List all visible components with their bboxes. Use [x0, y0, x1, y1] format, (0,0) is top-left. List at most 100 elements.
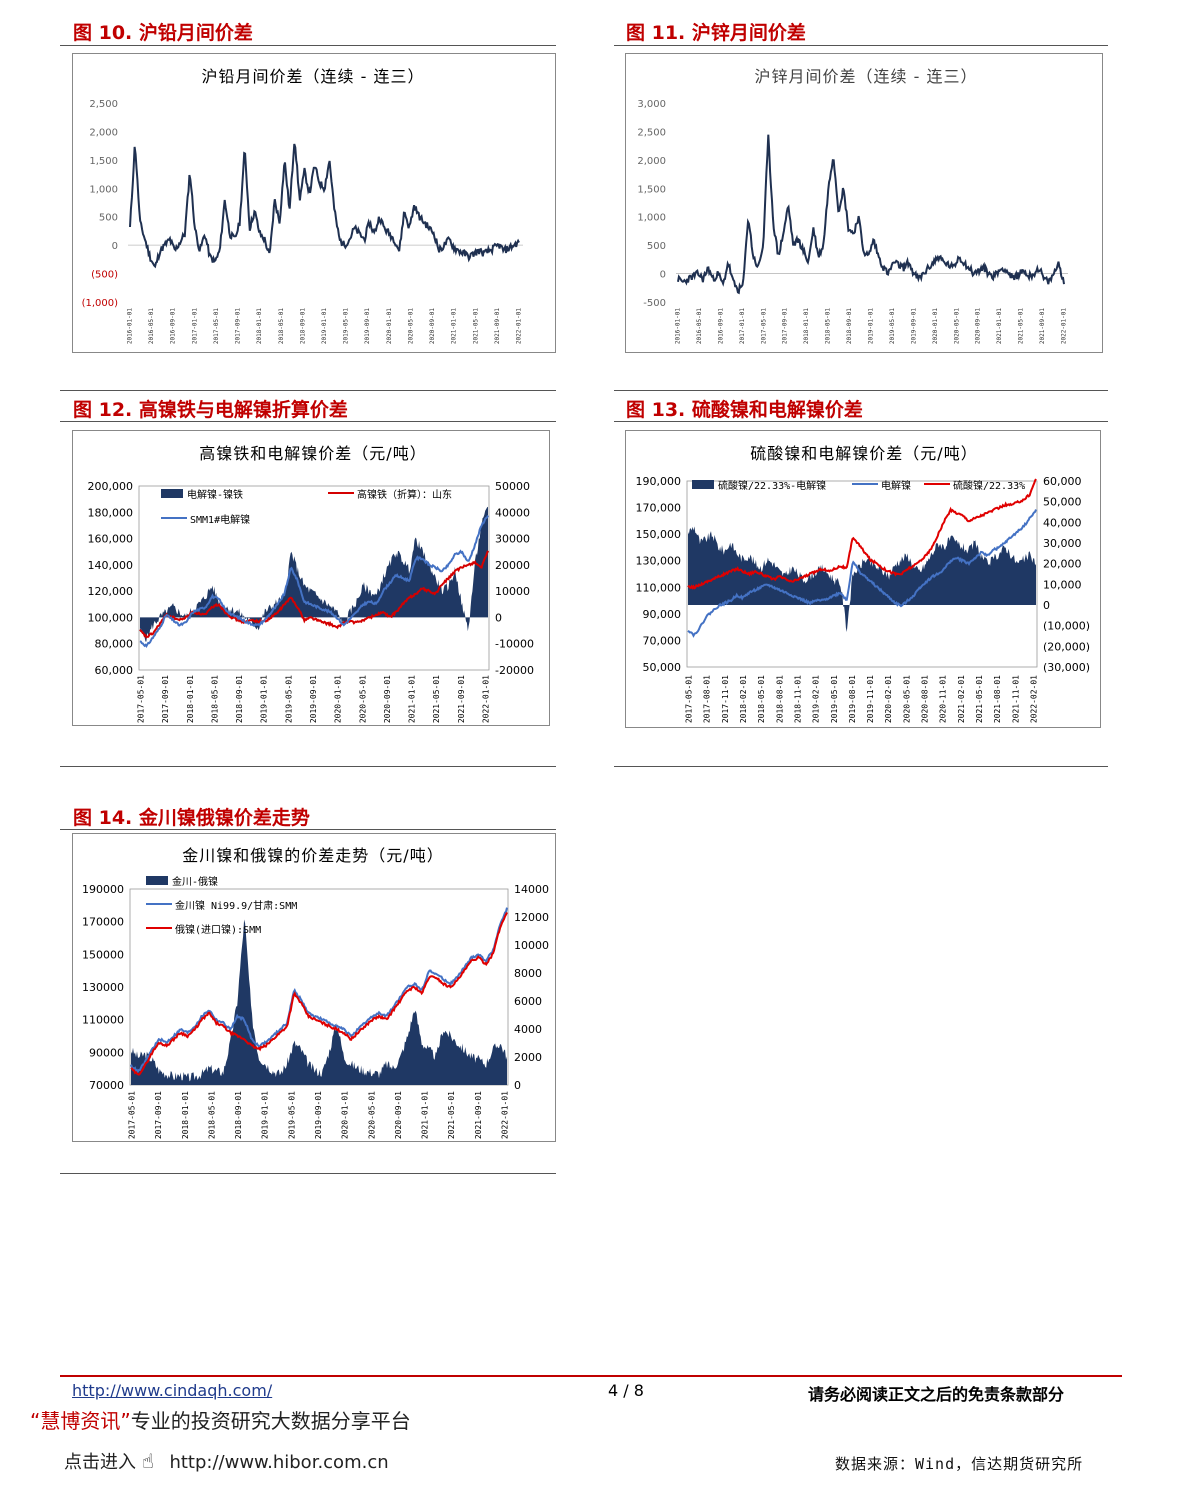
- svg-fig13-yleft-tick-0: 190,000: [636, 475, 682, 488]
- svg-fig10-xtick-17: 2021-09-01: [494, 308, 501, 345]
- hibor-slogan-text: 专业的投资研究大数据分享平台: [130, 1409, 411, 1433]
- svg-fig13-xtick-15: 2021-02-01: [957, 675, 966, 723]
- svg-fig12-xtick-4: 2018-09-01: [235, 675, 244, 723]
- svg-fig11-ytick-7: -500: [643, 298, 666, 309]
- figure-12-rule: [60, 421, 556, 422]
- svg-fig10-xtick-14: 2020-09-01: [429, 308, 436, 345]
- svg-fig11-xtick-13: 2020-05-01: [953, 308, 960, 345]
- svg-fig13-plot-frame: [686, 480, 1038, 668]
- svg-fig14-yleft-tick-1: 170000: [82, 916, 124, 929]
- svg-fig10-xtick-6: 2018-01-01: [256, 308, 263, 345]
- svg-fig10-xtick-7: 2018-05-01: [278, 308, 285, 345]
- svg-fig13-xtick-14: 2020-11-01: [939, 675, 948, 723]
- chart-panel-fig13: 硫酸镍和电解镍价差（元/吨） 190,000 170,000 150,000 130,0…: [625, 430, 1101, 728]
- figure-10-rule: [60, 45, 556, 46]
- svg-fig11-xtick-12: 2020-01-01: [932, 308, 939, 345]
- svg-fig13-yright-tick-4: 20,000: [1043, 558, 1082, 571]
- svg-fig14-yright-tick-4: 6000: [514, 995, 542, 1008]
- svg-fig12-legend-label-1: 高镍铁（折算）：山东: [357, 488, 452, 501]
- svg-fig10-title: 沪铅月间价差（连续 - 连三）: [202, 67, 425, 86]
- svg-fig11-xtick-1: 2016-05-01: [696, 308, 703, 345]
- svg-fig14-yright-tick-3: 8000: [514, 967, 542, 980]
- svg-fig12-xtick-13: 2021-09-01: [457, 675, 466, 723]
- svg-fig10-xtick-10: 2019-05-01: [343, 308, 350, 345]
- svg-fig13-yright-tick-0: 60,000: [1043, 475, 1082, 488]
- svg-fig11-xtick-4: 2017-05-01: [760, 308, 767, 345]
- svg-fig10-xtick-4: 2017-05-01: [213, 308, 220, 345]
- pointer-hand-icon: ☝: [141, 1449, 154, 1473]
- data-source: 数据来源：Wind，信达期货研究所: [835, 1455, 1084, 1473]
- hibor-quote-close: ”: [120, 1409, 131, 1433]
- figure-10-title: 图 10. 沪铅月间价差: [73, 22, 253, 44]
- svg-fig12-xtick-1: 2017-09-01: [161, 675, 170, 723]
- svg-fig11-xtick-7: 2018-05-01: [825, 308, 832, 345]
- svg-fig10-xtick-0: 2016-01-01: [127, 308, 134, 345]
- svg-fig14-yright-tick-0: 14000: [514, 883, 549, 896]
- hibor-brand: 慧博资讯: [40, 1409, 121, 1433]
- svg-fig11-xtick-18: 2022-01-01: [1061, 308, 1068, 345]
- figure-14-bottom-rule: [60, 1173, 556, 1174]
- svg-fig14-bar-series: [131, 919, 507, 1085]
- svg-fig14-xtick-7: 2019-09-01: [314, 1091, 323, 1139]
- svg-fig12-legend-label-2: SMM1#电解镍: [190, 513, 250, 526]
- svg-fig13-legend-swatch-0: [692, 480, 714, 489]
- chart-fig10: 沪铅月间价差（连续 - 连三） 2,500 2,000 1,500 1,000 500 0 (…: [82, 67, 523, 345]
- svg-fig12-legend-label-0: 电解镍-镍铁: [187, 488, 243, 501]
- svg-fig11-ytick-4: 1,000: [637, 213, 666, 224]
- svg-fig10-ytick-7: (1,000): [82, 298, 119, 309]
- svg-fig14-xtick-2: 2018-01-01: [181, 1091, 190, 1139]
- svg-fig11-ytick-1: 2,500: [637, 127, 666, 138]
- svg-fig11-ytick-6: 0: [660, 270, 666, 281]
- page-number: 4 / 8: [608, 1381, 644, 1400]
- svg-fig10-xtick-13: 2020-05-01: [407, 308, 414, 345]
- svg-fig12-yright-tick-6: -10000: [495, 638, 534, 651]
- svg-fig10-xtick-9: 2019-01-01: [321, 308, 328, 345]
- svg-fig12-yleft-tick-5: 100,000: [88, 611, 134, 624]
- row2-bottom-rule-right: [614, 766, 1108, 767]
- svg-fig12-line-series-2: [139, 515, 489, 648]
- svg-fig12-xtick-2: 2018-01-01: [186, 675, 195, 723]
- svg-fig14-xtick-1: 2017-09-01: [154, 1091, 163, 1139]
- svg-fig10-xtick-11: 2019-09-01: [364, 308, 371, 345]
- figure-11-title: 图 11. 沪锌月间价差: [626, 22, 806, 44]
- svg-fig13-xtick-5: 2018-08-01: [775, 675, 784, 723]
- svg-fig11-xtick-16: 2021-05-01: [1018, 308, 1025, 345]
- hibor-link-row[interactable]: 点击进入 ☝ http://www.hibor.com.cn: [64, 1448, 389, 1474]
- svg-fig10-xtick-1: 2016-05-01: [148, 308, 155, 345]
- svg-fig12-xtick-7: 2019-09-01: [309, 675, 318, 723]
- svg-fig13-xtick-19: 2022-02-01: [1030, 675, 1039, 723]
- hibor-link[interactable]: http://www.hibor.com.cn: [169, 1452, 389, 1473]
- footer-red-line: [60, 1375, 1122, 1377]
- svg-fig14-legend-label-1: 金川镍 Ni99.9/甘肃:SMM: [175, 899, 297, 912]
- chart-panel-fig14: 金川镍和俄镍的价差走势（元/吨） 190000 170000 150000 130000…: [72, 833, 556, 1142]
- svg-fig10-ytick-0: 2,500: [89, 99, 118, 110]
- svg-fig14-xtick-3: 2018-05-01: [207, 1091, 216, 1139]
- svg-fig11-ytick-0: 3,000: [637, 99, 666, 110]
- svg-fig12-xtick-14: 2022-01-01: [482, 675, 491, 723]
- svg-fig13-yright-tick-1: 50,000: [1043, 496, 1082, 509]
- footer-url-link[interactable]: http://www.cindaqh.com/: [72, 1381, 273, 1400]
- svg-fig12-yright-tick-2: 30000: [495, 533, 530, 546]
- svg-fig14-xtick-6: 2019-05-01: [287, 1091, 296, 1139]
- svg-fig12-yright-tick-3: 20000: [495, 559, 530, 572]
- figure-14-rule: [60, 829, 556, 830]
- svg-fig13-xtick-17: 2021-08-01: [993, 675, 1002, 723]
- figure-13-title: 图 13. 硫酸镍和电解镍价差: [626, 399, 863, 421]
- svg-fig14-yleft-tick-3: 130000: [82, 981, 124, 994]
- svg-fig14-line-series-2: [130, 911, 508, 1076]
- svg-fig12-title: 高镍铁和电解镍价差（元/吨）: [199, 444, 426, 463]
- svg-fig10-xtick-15: 2021-01-01: [451, 308, 458, 345]
- hibor-slogan: “慧博资讯”专业的投资研究大数据分享平台: [30, 1405, 411, 1434]
- svg-fig11-ytick-3: 1,500: [637, 184, 666, 195]
- svg-fig14-yleft-tick-4: 110000: [82, 1014, 124, 1027]
- svg-fig12-yright-tick-7: -20000: [495, 664, 534, 677]
- svg-fig10-xtick-8: 2018-09-01: [299, 308, 306, 345]
- svg-fig11-xtick-8: 2018-09-01: [846, 308, 853, 345]
- svg-fig14-title: 金川镍和俄镍的价差走势（元/吨）: [182, 846, 443, 865]
- svg-fig12-xtick-8: 2020-01-01: [334, 675, 343, 723]
- svg-fig13-legend-label-2: 硫酸镍/22.33%: [953, 479, 1025, 492]
- svg-fig14-legend-label-0: 金川-俄镍: [172, 875, 218, 888]
- svg-fig13-xtick-1: 2017-08-01: [703, 675, 712, 723]
- svg-fig12-xtick-3: 2018-05-01: [210, 675, 219, 723]
- svg-fig13-xtick-11: 2020-02-01: [884, 675, 893, 723]
